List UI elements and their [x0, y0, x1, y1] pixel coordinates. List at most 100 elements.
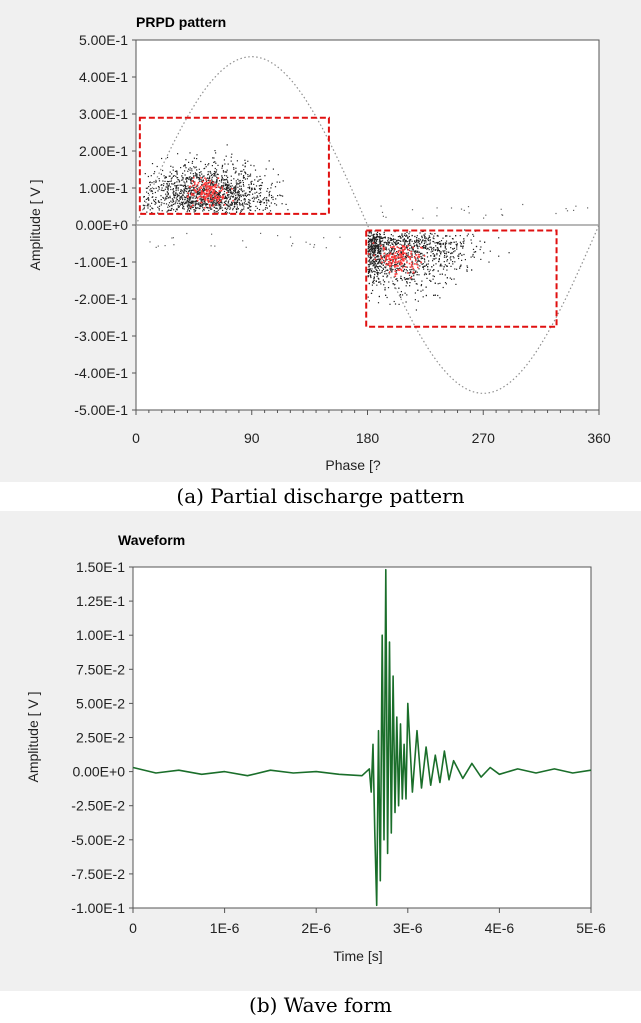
prpd-point: [380, 237, 382, 239]
prpd-point: [407, 237, 409, 239]
prpd-point: [416, 260, 418, 262]
prpd-point: [182, 207, 184, 210]
prpd-point: [410, 272, 412, 274]
prpd-point: [145, 187, 147, 189]
prpd-point: [176, 208, 178, 210]
prpd-point: [376, 247, 379, 249]
prpd-point: [373, 270, 375, 273]
prpd-point: [473, 251, 475, 253]
prpd-point: [206, 203, 208, 205]
prpd-point: [165, 193, 167, 195]
prpd-hot-point: [221, 188, 224, 191]
waveform-chart: 1.50E-11.25E-11.00E-17.50E-25.00E-22.50E…: [25, 559, 606, 964]
prpd-point: [375, 263, 377, 265]
prpd-point: [429, 246, 431, 248]
prpd-point: [203, 188, 205, 190]
prpd-plot-content: [135, 55, 600, 395]
prpd-point: [375, 280, 377, 282]
prpd-point: [418, 260, 420, 262]
prpd-point: [434, 233, 436, 235]
prpd-point: [247, 203, 249, 205]
prpd-point: [373, 277, 375, 279]
prpd-hot-point: [395, 273, 398, 275]
prpd-point: [187, 200, 190, 203]
prpd-hot-point: [384, 258, 387, 260]
prpd-point: [233, 201, 235, 203]
prpd-point: [184, 174, 186, 176]
prpd-point: [190, 202, 192, 204]
prpd-point: [391, 271, 393, 273]
prpd-hot-point: [389, 261, 391, 263]
prpd-point: [434, 254, 436, 256]
prpd-point: [250, 205, 252, 208]
prpd-point: [445, 242, 448, 244]
prpd-point: [225, 200, 227, 202]
prpd-point: [221, 201, 223, 203]
prpd-point: [432, 250, 434, 252]
prpd-point: [369, 238, 371, 240]
prpd-point: [424, 242, 426, 244]
prpd-hot-point: [394, 273, 397, 275]
prpd-point: [242, 176, 245, 178]
prpd-point: [411, 268, 413, 271]
prpd-hot-point: [393, 256, 396, 259]
prpd-hot-point: [390, 263, 393, 266]
prpd-point: [371, 256, 373, 258]
prpd-point: [448, 242, 450, 244]
prpd-point: [196, 190, 198, 192]
prpd-point: [207, 171, 209, 173]
prpd-point: [405, 285, 407, 287]
prpd-point: [378, 248, 380, 250]
prpd-point: [238, 197, 241, 199]
prpd-point: [370, 255, 372, 257]
prpd-hot-point: [218, 202, 220, 204]
prpd-point: [186, 200, 188, 202]
prpd-point: [191, 189, 193, 191]
prpd-point: [244, 178, 246, 180]
prpd-point: [381, 244, 383, 246]
prpd-point: [434, 282, 436, 284]
waveform-x-tick-label: 1E-6: [210, 920, 240, 936]
prpd-outlier-point: [211, 233, 213, 235]
prpd-point: [377, 249, 379, 251]
prpd-point: [238, 174, 240, 176]
prpd-point: [168, 175, 170, 177]
prpd-point: [159, 201, 161, 203]
prpd-point: [231, 192, 233, 195]
prpd-point: [224, 174, 226, 177]
prpd-point: [275, 198, 277, 200]
prpd-point: [452, 248, 454, 250]
prpd-point: [395, 244, 397, 246]
prpd-point: [196, 191, 198, 193]
prpd-point: [376, 259, 378, 261]
prpd-point: [404, 263, 406, 266]
prpd-point: [197, 192, 199, 194]
prpd-point: [209, 193, 211, 195]
prpd-point: [378, 233, 381, 235]
prpd-point: [215, 204, 217, 206]
prpd-point: [237, 208, 239, 210]
prpd-hot-point: [219, 200, 222, 202]
prpd-point: [256, 201, 259, 203]
prpd-point: [166, 180, 169, 183]
prpd-point: [229, 205, 231, 207]
prpd-point: [177, 205, 179, 207]
prpd-point: [227, 201, 229, 203]
prpd-point: [414, 251, 416, 253]
prpd-point: [383, 233, 385, 235]
prpd-point: [209, 175, 211, 177]
prpd-point: [411, 248, 413, 250]
prpd-point: [170, 200, 172, 202]
prpd-outlier-point: [500, 208, 502, 210]
prpd-point: [164, 177, 166, 179]
prpd-point: [173, 183, 176, 185]
prpd-point: [378, 236, 380, 238]
prpd-point: [230, 182, 232, 184]
prpd-point: [373, 233, 375, 235]
prpd-point: [453, 278, 455, 280]
prpd-point: [239, 212, 242, 214]
prpd-point: [424, 265, 426, 267]
prpd-point: [426, 277, 428, 279]
prpd-point: [407, 254, 409, 256]
prpd-point: [250, 182, 252, 184]
